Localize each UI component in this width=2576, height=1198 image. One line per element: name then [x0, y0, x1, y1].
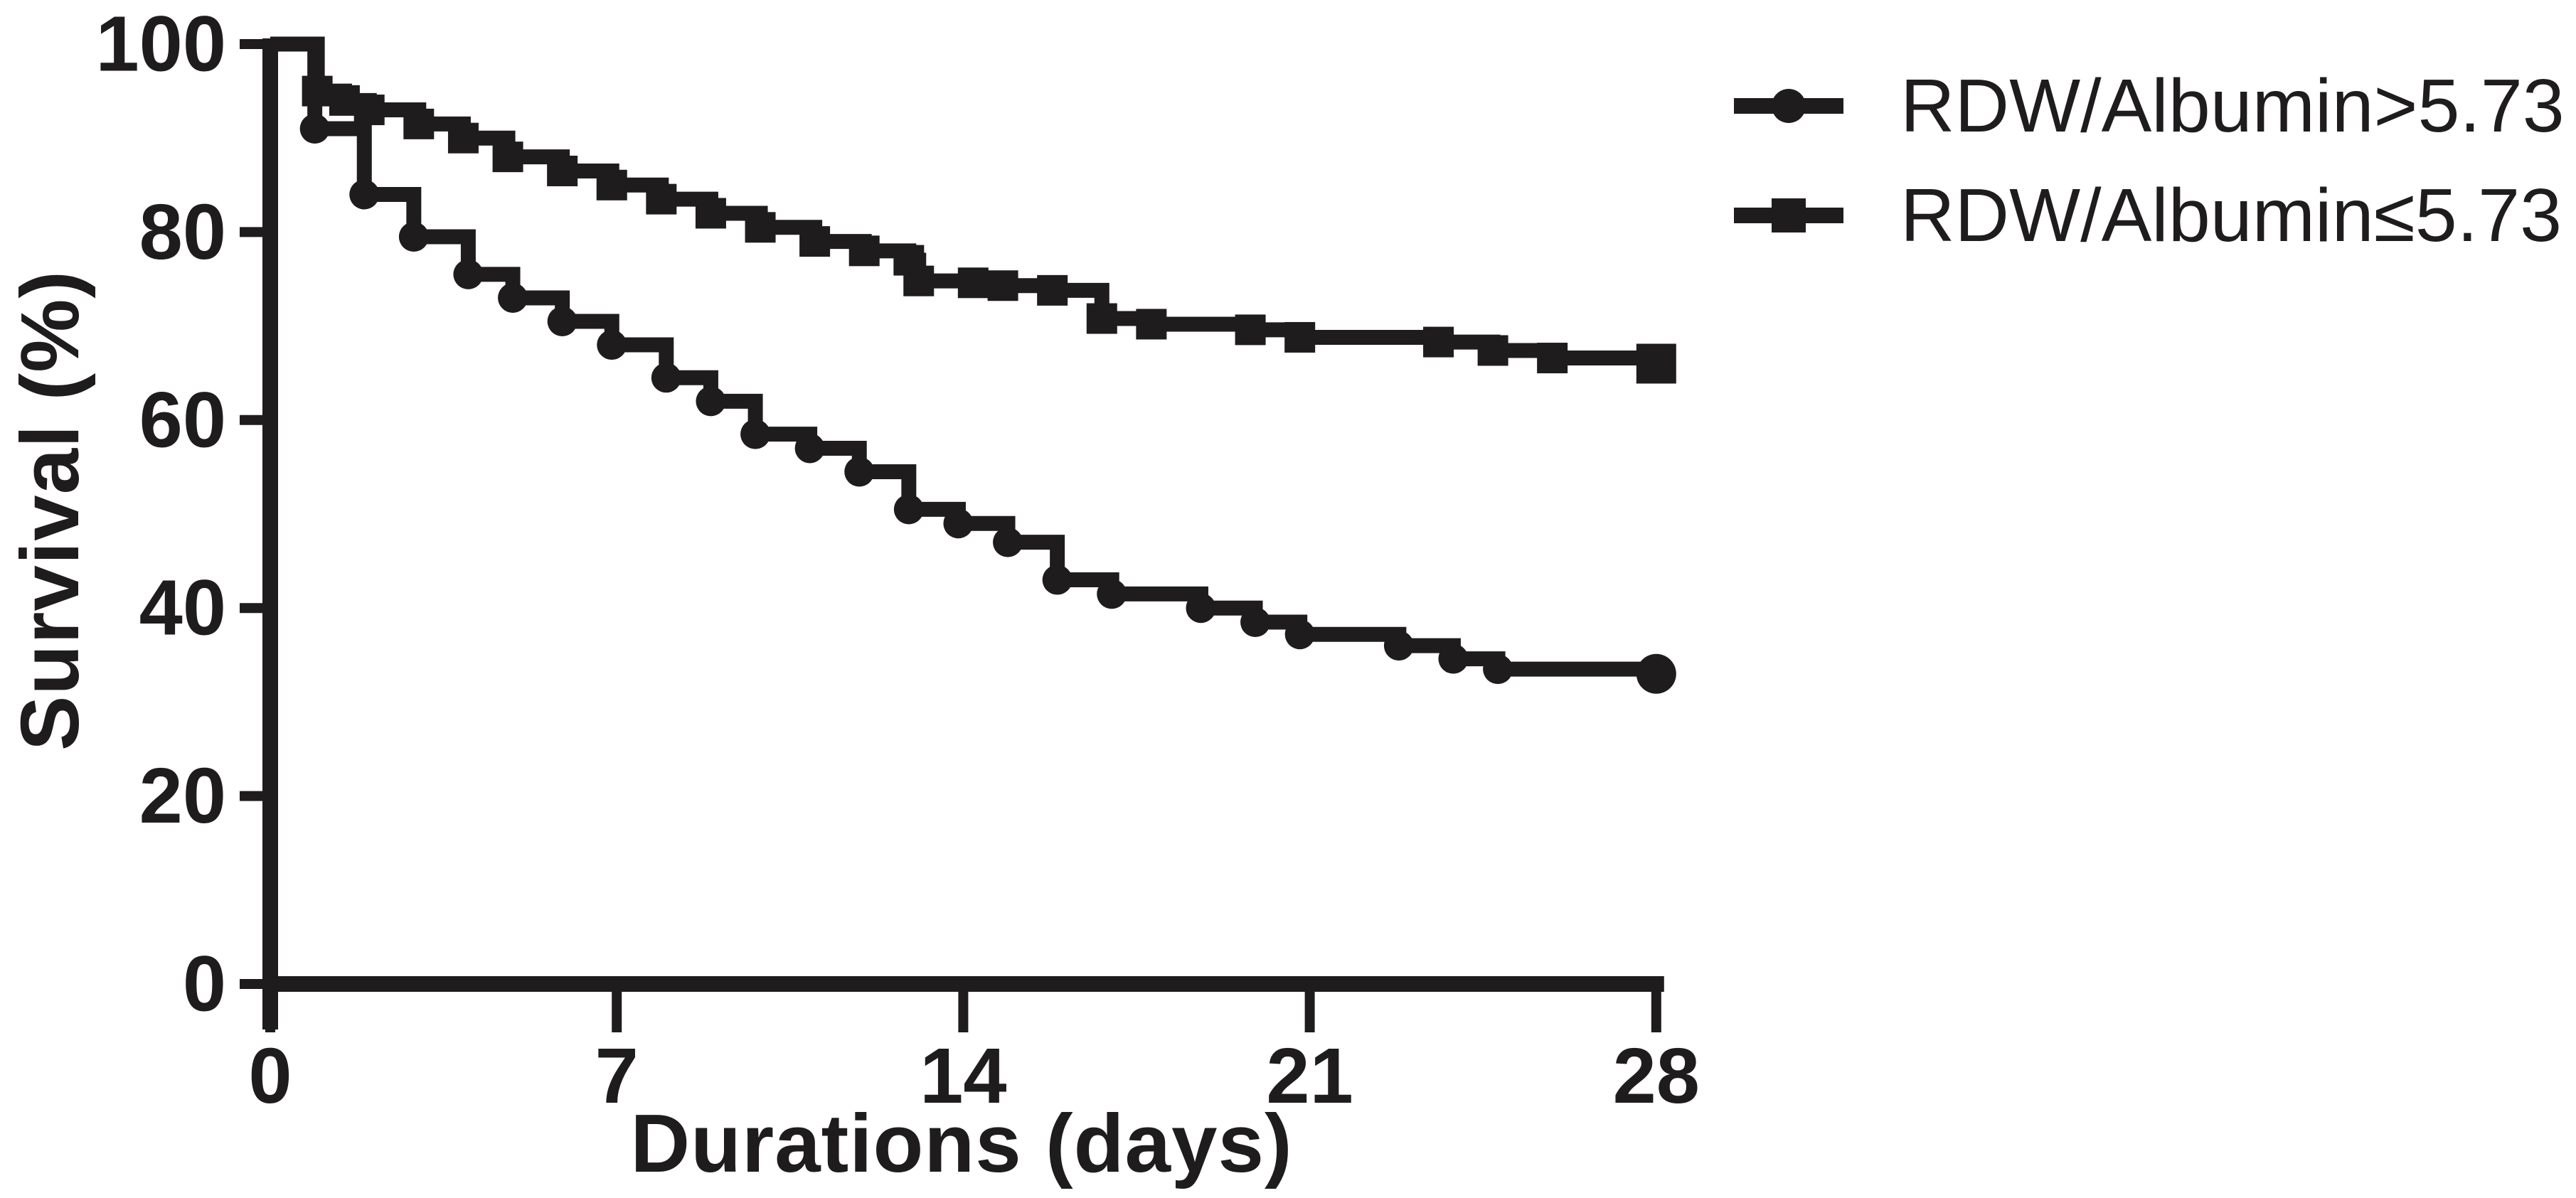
curve-marker-square: [492, 141, 523, 173]
curve-marker-square: [957, 267, 989, 299]
curve-marker-square: [1235, 314, 1266, 346]
curve-marker-circle: [1042, 565, 1073, 595]
curve-marker-square: [353, 95, 385, 126]
curve-marker-circle: [696, 386, 726, 417]
curve-marker-circle: [597, 330, 627, 360]
curve-marker-circle: [1186, 593, 1216, 624]
x-tick-label: 28: [1613, 1032, 1700, 1120]
y-tick-label: 60: [139, 376, 226, 464]
curve-marker-circle: [794, 433, 825, 464]
curve-marker-circle: [349, 179, 380, 210]
legend-label: RDW/Albumin≤5.73: [1900, 173, 2562, 257]
curve-marker-circle: [844, 456, 875, 487]
curve-marker-square: [646, 183, 677, 215]
y-tick-label: 80: [139, 188, 226, 276]
curve-marker-circle: [498, 282, 528, 313]
x-tick-label: 21: [1266, 1032, 1353, 1120]
curve-marker-square: [302, 75, 333, 107]
curve-marker-square: [447, 122, 479, 154]
y-tick-label: 0: [183, 941, 226, 1028]
curve-marker-circle: [740, 419, 771, 449]
curve-marker-circle: [547, 306, 578, 336]
curve-marker-circle: [893, 494, 924, 525]
curve-marker-square: [903, 265, 935, 296]
curve-marker-square: [1136, 309, 1167, 340]
circle-series-marker-icon: [1734, 89, 1843, 123]
legend-item-above-cutoff: RDW/Albumin>5.73: [1734, 63, 2565, 149]
curve-marker-square: [695, 198, 726, 229]
curve-marker-circle: [1438, 643, 1469, 674]
curve-marker-square: [848, 235, 880, 267]
curve-marker-circle: [651, 363, 681, 393]
y-tick-label: 40: [139, 565, 226, 652]
curve-marker-square: [547, 155, 578, 186]
x-tick-label: 14: [920, 1032, 1006, 1120]
curve-marker-circle: [398, 222, 429, 252]
curve-marker-square: [1037, 274, 1068, 306]
curve-marker-square: [403, 108, 435, 139]
curve-end-marker-circle: [1636, 653, 1676, 694]
y-axis-title: Survival (%): [4, 270, 96, 751]
curve-marker-circle: [993, 527, 1023, 557]
curve-marker-circle: [1097, 579, 1127, 609]
curve-marker-circle: [453, 259, 484, 289]
curve-marker-square: [1086, 303, 1117, 334]
curve-marker-square: [987, 270, 1018, 301]
survival-curve-square: [270, 36, 1664, 366]
curve-marker-square: [1477, 335, 1508, 366]
legend-item-below-cutoff: RDW/Albumin≤5.73: [1734, 172, 2565, 259]
curve-marker-square: [1423, 326, 1454, 358]
curve-marker-circle: [1284, 619, 1315, 650]
curve-marker-circle: [1483, 654, 1513, 685]
legend: RDW/Albumin>5.73 RDW/Albumin≤5.73: [1734, 63, 2565, 282]
curve-marker-square: [745, 212, 776, 243]
curve-marker-square: [799, 226, 831, 257]
curve-marker-square: [1537, 343, 1568, 374]
curve-marker-circle: [943, 508, 974, 539]
curve-marker-circle: [1240, 607, 1271, 638]
legend-label: RDW/Albumin>5.73: [1900, 63, 2565, 148]
x-axis-title: Durations (days): [630, 1097, 1293, 1189]
curve-end-marker-square: [1636, 343, 1676, 384]
curve-marker-circle: [299, 113, 330, 144]
square-series-marker-icon: [1734, 198, 1843, 232]
y-tick-label: 100: [95, 1, 226, 88]
curve-marker-circle: [1383, 631, 1414, 661]
x-tick-label: 7: [595, 1032, 639, 1120]
y-tick-label: 20: [139, 752, 226, 840]
x-tick-label: 0: [248, 1032, 292, 1120]
curve-marker-square: [1284, 321, 1316, 353]
curve-marker-square: [596, 169, 627, 200]
